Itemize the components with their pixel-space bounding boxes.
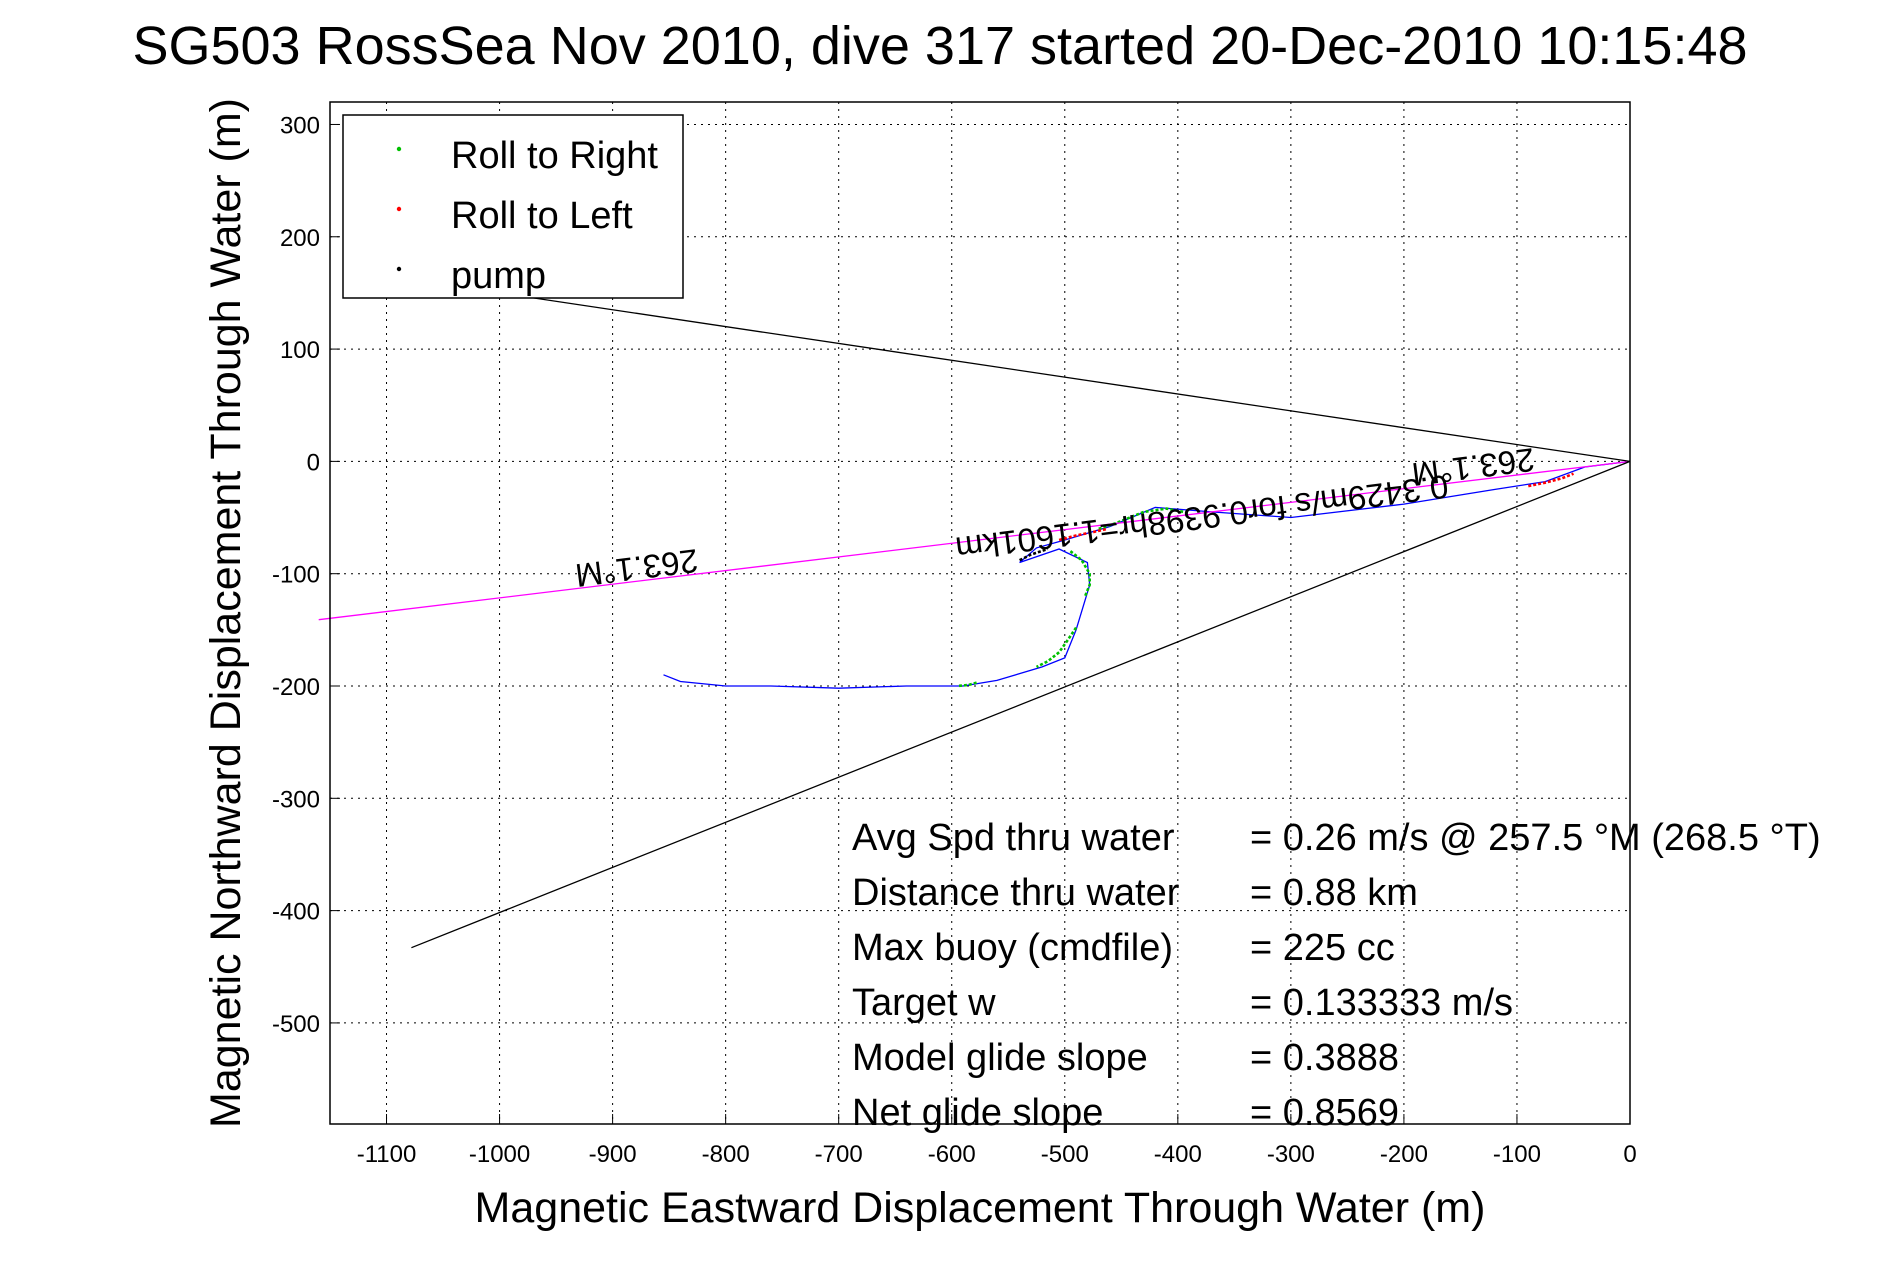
stat-value: = 0.3888 [1250,1037,1399,1079]
stat-value: = 0.26 m/s @ 257.5 °M (268.5 °T) [1250,817,1821,859]
roll-right-segments [1035,626,1078,669]
y-tick-label: -400 [272,899,320,926]
stat-label: Model glide slope [852,1037,1148,1079]
roll-left-segments [1058,527,1108,542]
x-tick-label: -100 [1493,1141,1541,1168]
legend: Roll to Right Roll to Left pump [342,114,684,299]
y-tick-label: -300 [272,786,320,813]
track [663,460,1631,689]
stat-label: Max buoy (cmdfile) [852,927,1173,969]
stat-value: = 0.8569 [1250,1092,1399,1134]
x-tick-label: -600 [928,1141,976,1168]
grid [330,102,1631,1124]
y-axis-label: Magnetic Northward Displacement Through … [202,98,250,1128]
stat-value: = 0.133333 m/s [1250,982,1513,1024]
legend-label: Roll to Left [451,195,633,237]
legend-label: pump [451,255,546,297]
x-tick-label: -900 [589,1141,637,1168]
legend-marker [396,146,402,152]
y-tick-label: 200 [280,225,320,252]
stat-value: = 0.88 km [1250,872,1418,914]
y-tick-label: 300 [280,112,320,139]
heading-cone-lower [411,460,1631,949]
roll-right-segments [957,681,977,688]
stats-block: Avg Spd thru water = 0.26 m/s @ 257.5 °M … [852,817,1821,1134]
current-vector [318,460,1631,621]
plot-frame [329,101,1631,1125]
legend-marker [396,266,402,272]
x-tick-label: -200 [1380,1141,1428,1168]
x-tick-label: -1000 [469,1141,530,1168]
x-tick-label: -800 [702,1141,750,1168]
legend-marker [396,206,402,212]
chart-title: SG503 RossSea Nov 2010, dive 317 started… [132,16,1747,76]
legend-label: Roll to Right [451,135,658,177]
y-tick-label: -100 [272,562,320,589]
x-tick-label: 0 [1623,1141,1636,1168]
x-tick-label: -300 [1267,1141,1315,1168]
tick-labels: -1100 -1000 -900 -800 -700 -600 -500 -400 -300 -2… [272,112,1637,1168]
roll-right-segments [1098,507,1184,531]
heading-cone-upper [499,292,1631,463]
pump-segments [1019,547,1049,562]
stat-label: Target w [852,982,996,1024]
stat-value: = 225 cc [1250,927,1395,969]
x-tick-label: -500 [1041,1141,1089,1168]
stat-label: Avg Spd thru water [852,817,1175,859]
stat-label: Net glide slope [852,1092,1103,1134]
y-tick-label: 100 [280,337,320,364]
y-tick-label: -500 [272,1011,320,1038]
x-tick-label: -1100 [357,1141,417,1168]
x-axis-label: Magnetic Eastward Displacement Through W… [475,1184,1486,1232]
roll-right-segments [1069,550,1091,597]
y-tick-label: -200 [272,674,320,701]
plot-lines [318,292,1631,949]
roll-left-segments [1528,472,1574,488]
x-tick-label: -400 [1154,1141,1202,1168]
x-tick-label: -700 [815,1141,863,1168]
y-tick-label: 0 [307,449,320,476]
stat-label: Distance thru water [852,872,1180,914]
